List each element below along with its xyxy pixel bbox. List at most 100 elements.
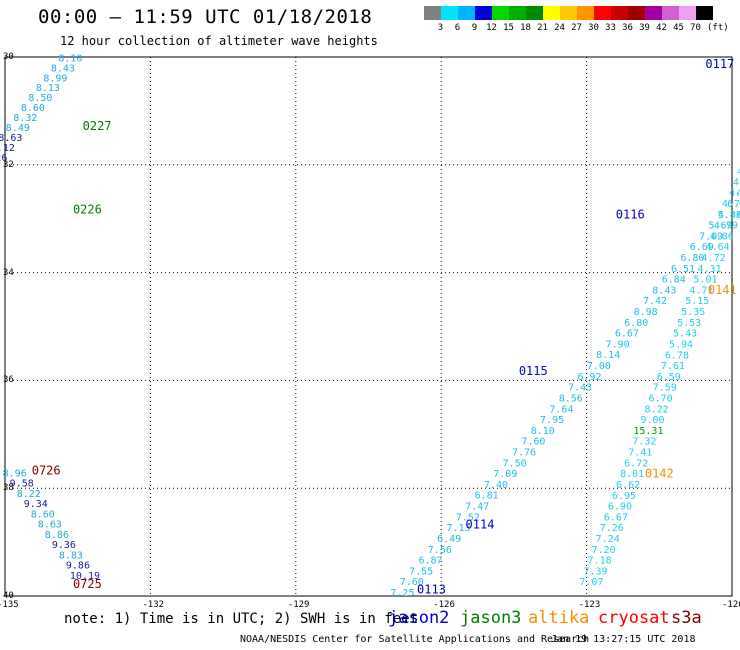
colorbar-swatch	[543, 6, 560, 20]
colorbar-swatch	[441, 6, 458, 20]
wave-height-value: 6.51	[671, 264, 695, 275]
wave-height-value: 8.32	[13, 113, 37, 124]
wave-height-value: 6.67	[615, 329, 639, 340]
lat-tick-label: 40	[3, 591, 14, 601]
wave-height-value: 5.15	[685, 296, 709, 307]
wave-height-value: 6.80	[624, 318, 648, 329]
wave-height-value: 6.59	[657, 372, 681, 383]
colorbar-label: 30	[588, 23, 599, 33]
wave-height-value: 8.43	[51, 63, 75, 74]
colorbar-label: 9	[471, 23, 478, 33]
pass-label: 0227	[83, 119, 112, 133]
wave-height-value: 8.60	[31, 509, 55, 520]
colorbar-label: 3	[437, 23, 444, 33]
wave-height-value: 8.99	[43, 73, 67, 84]
wave-height-value: 7.50	[503, 458, 527, 469]
wave-height-value: 6.70	[649, 394, 673, 405]
lon-tick-label: -135	[0, 600, 19, 610]
wave-height-value: 7.64	[549, 404, 573, 415]
wave-height-value: 6.67	[604, 512, 628, 523]
wave-height-value: 8.49	[6, 123, 30, 134]
colorbar-label: 27	[571, 23, 582, 33]
colorbar-label: 12	[486, 23, 497, 33]
colorbar-swatch	[560, 6, 577, 20]
colorbar-swatch	[645, 6, 662, 20]
colorbar-label: 24	[554, 23, 565, 33]
wave-height-value: 9.00	[640, 415, 664, 426]
wave-height-value: 7.07	[579, 577, 603, 588]
wave-height-value: 8.83	[59, 550, 83, 561]
wave-height-value: 6.84	[662, 275, 686, 286]
wave-height-value: 4.31	[697, 264, 721, 275]
colorbar-label: 33	[605, 23, 616, 33]
wave-height-value: 4.64	[706, 242, 730, 253]
lon-tick-label: -126	[433, 600, 455, 610]
wave-height-value: 7.60	[521, 437, 545, 448]
wave-height-value: 5.53	[677, 318, 701, 329]
wave-height-value: 6.92	[577, 372, 601, 383]
wave-height-value: 6.95	[612, 491, 636, 502]
pass-label: 0117	[705, 57, 734, 71]
units-note: note: 1) Time is in UTC; 2) SWH is in fe…	[64, 611, 419, 627]
wave-height-value: 6.49	[437, 534, 461, 545]
wave-height-value: 5.01	[693, 275, 717, 286]
colorbar-swatch	[611, 6, 628, 20]
lat-tick-label: 30	[3, 52, 14, 62]
colorbar-label: 6	[454, 23, 461, 33]
wave-height-value: 7.55	[409, 566, 433, 577]
colorbar-label: 15	[503, 23, 514, 33]
wave-height-value: 7.43	[568, 383, 592, 394]
wave-height-value: 7.60	[400, 577, 424, 588]
pass-label: 0725	[73, 577, 102, 591]
wave-height-value: 7.76	[512, 448, 536, 459]
lat-tick-label: 34	[3, 267, 14, 278]
wave-height-value: 7.41	[628, 448, 652, 459]
colorbar-swatch	[492, 6, 509, 20]
wave-height-value: 7.59	[653, 383, 677, 394]
lat-tick-label: 38	[3, 483, 14, 494]
wave-height-value: 8.43	[652, 285, 676, 296]
wave-height-value: 7.32	[632, 437, 656, 448]
wave-height-value: 7.24	[596, 534, 620, 545]
colorbar-swatch	[577, 6, 594, 20]
wave-height-value: 5.43	[673, 329, 697, 340]
wave-height-value: 8.14	[596, 350, 620, 361]
wave-height-value: 7.42	[643, 296, 667, 307]
lat-tick-label: 36	[3, 375, 14, 386]
wave-height-value: 4.86	[710, 231, 734, 242]
map-subtitle: 12 hour collection of altimeter wave hei…	[60, 34, 378, 48]
lon-tick-label: -132	[142, 600, 165, 610]
wave-height-value: 5.88	[718, 210, 740, 221]
wave-height-value: 8.22	[645, 404, 669, 415]
wave-height-value: 6.90	[608, 502, 632, 513]
wave-height-value: 7.26	[600, 523, 624, 534]
wave-height-value: 10.19	[70, 571, 100, 582]
wave-height-value: 7.09	[493, 469, 517, 480]
map-title: 00:00 – 11:59 UTC 01/18/2018	[38, 6, 373, 28]
wave-height-value: 7.18	[588, 556, 612, 567]
colorbar-swatch	[679, 6, 696, 20]
wave-height-value: 9.58	[10, 479, 34, 490]
wave-height-value: 7.95	[540, 415, 564, 426]
wave-height-value: 8.10	[58, 53, 82, 64]
wave-height-value: 7.25	[390, 588, 414, 599]
lat-tick-label: 32	[3, 159, 14, 170]
lon-tick-label: -120	[722, 600, 740, 610]
wave-height-value: 4.97	[736, 188, 740, 199]
colorbar-label: 21	[537, 23, 548, 33]
colorbar-label: 39	[639, 23, 650, 33]
wave-height-value: 8.63	[0, 133, 22, 144]
wave-height-value: 8.63	[38, 520, 62, 531]
pass-label: 0226	[73, 202, 102, 216]
wave-height-value: 5.69	[708, 221, 732, 232]
wave-height-value: 6.72	[624, 458, 648, 469]
lon-tick-label: -129	[287, 600, 310, 610]
wave-height-value: 4.79	[714, 221, 738, 232]
colorbar-unit: (ft)	[707, 23, 729, 33]
wave-height-value: 9.36	[52, 540, 76, 551]
wave-height-value: 7.20	[592, 545, 616, 556]
pass-label: 0726	[32, 464, 61, 478]
colorbar-swatch	[509, 6, 526, 20]
wave-height-value: 4.84	[718, 210, 740, 221]
wave-height-value: 6.69	[690, 242, 714, 253]
